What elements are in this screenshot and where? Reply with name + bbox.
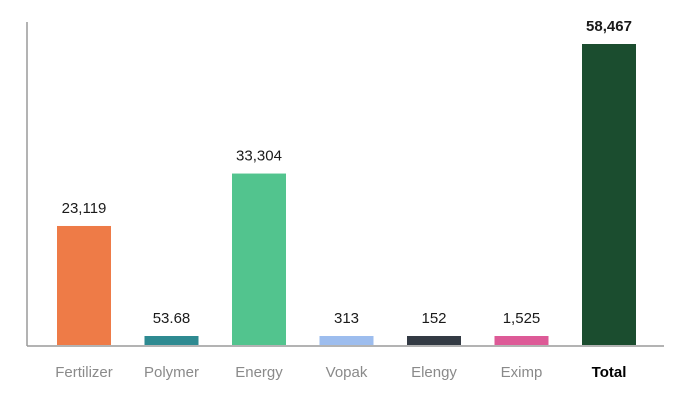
category-labels-group: Fertilizer Polymer Energy Vopak Elengy Eximp T… [55, 364, 626, 381]
bar-vopak [319, 336, 374, 345]
value-label-eximp: 1,525 [503, 310, 541, 327]
value-label-fertilizer: 23,119 [62, 200, 107, 217]
value-label-energy: 33,304 [236, 148, 282, 165]
value-labels-group: 23,119 53.68 33,304 313 152 1,525 58,467 [62, 18, 632, 327]
value-label-elengy: 152 [421, 310, 446, 327]
category-label-elengy: Elengy [411, 364, 457, 381]
bar-eximp [494, 336, 549, 345]
bar-total [582, 44, 636, 345]
category-label-vopak: Vopak [326, 364, 368, 381]
category-label-total: Total [592, 364, 627, 381]
value-label-vopak: 313 [334, 310, 359, 327]
bar-polymer [144, 336, 199, 345]
category-label-polymer: Polymer [144, 364, 199, 381]
category-label-energy: Energy [235, 364, 283, 381]
bars-group [57, 44, 636, 345]
bar-energy [232, 173, 286, 345]
bar-elengy [407, 336, 461, 345]
category-label-eximp: Eximp [501, 364, 543, 381]
category-label-fertilizer: Fertilizer [55, 364, 113, 381]
bar-fertilizer [57, 225, 111, 345]
value-label-total: 58,467 [586, 18, 632, 35]
value-label-polymer: 53.68 [153, 310, 191, 327]
